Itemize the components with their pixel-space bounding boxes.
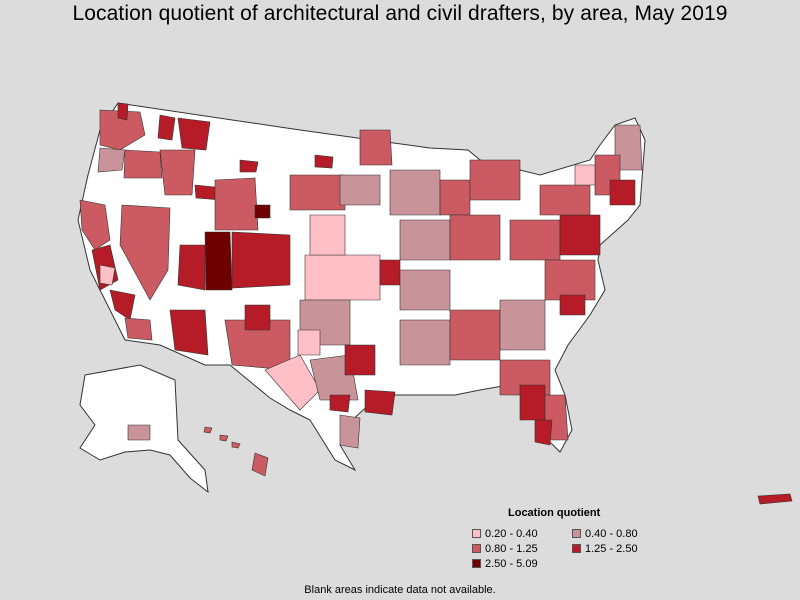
legend-swatch [572,544,581,553]
puerto-rico [757,493,793,505]
legend: Location quotient 0.20 - 0.40 0.40 - 0.8… [472,507,662,570]
legend-item-0-40-0-80: 0.40 - 0.80 [572,527,662,540]
region-california [79,199,153,341]
legend-item-1-25-2-50: 1.25 - 2.50 [572,542,662,555]
region-idaho-montana [159,117,334,201]
legend-swatch [572,529,581,538]
legend-swatch [472,529,481,538]
region-oregon [97,147,163,179]
legend-swatch [472,559,481,568]
legend-swatch [472,544,481,553]
legend-item-0-80-1-25: 0.80 - 1.25 [472,542,572,555]
region-midwest [379,159,521,311]
region-utah-colorado [177,177,291,291]
legend-label: 0.40 - 0.80 [585,527,638,540]
legend-label: 2.50 - 5.09 [485,557,538,570]
legend-item-0-20-0-40: 0.20 - 0.40 [472,527,572,540]
legend-label: 1.25 - 2.50 [585,542,638,555]
footnote: Blank areas indicate data not available. [304,584,496,596]
region-texas [264,329,396,449]
region-arizona-new-mexico [169,304,291,371]
legend-label: 0.20 - 0.40 [485,527,538,540]
legend-label: 0.80 - 1.25 [485,542,538,555]
region-new-england [574,124,643,206]
map-title: Location quotient of architectural and c… [72,2,728,25]
region-washington [99,102,176,151]
region-east [509,184,601,316]
legend-title: Location quotient [508,507,601,519]
region-south [399,299,569,446]
hawaii-islands [203,426,269,477]
legend-item-2-50-5-09: 2.50 - 5.09 [472,557,572,570]
alaska-region-anchorage [127,424,151,441]
region-nevada [119,204,171,301]
